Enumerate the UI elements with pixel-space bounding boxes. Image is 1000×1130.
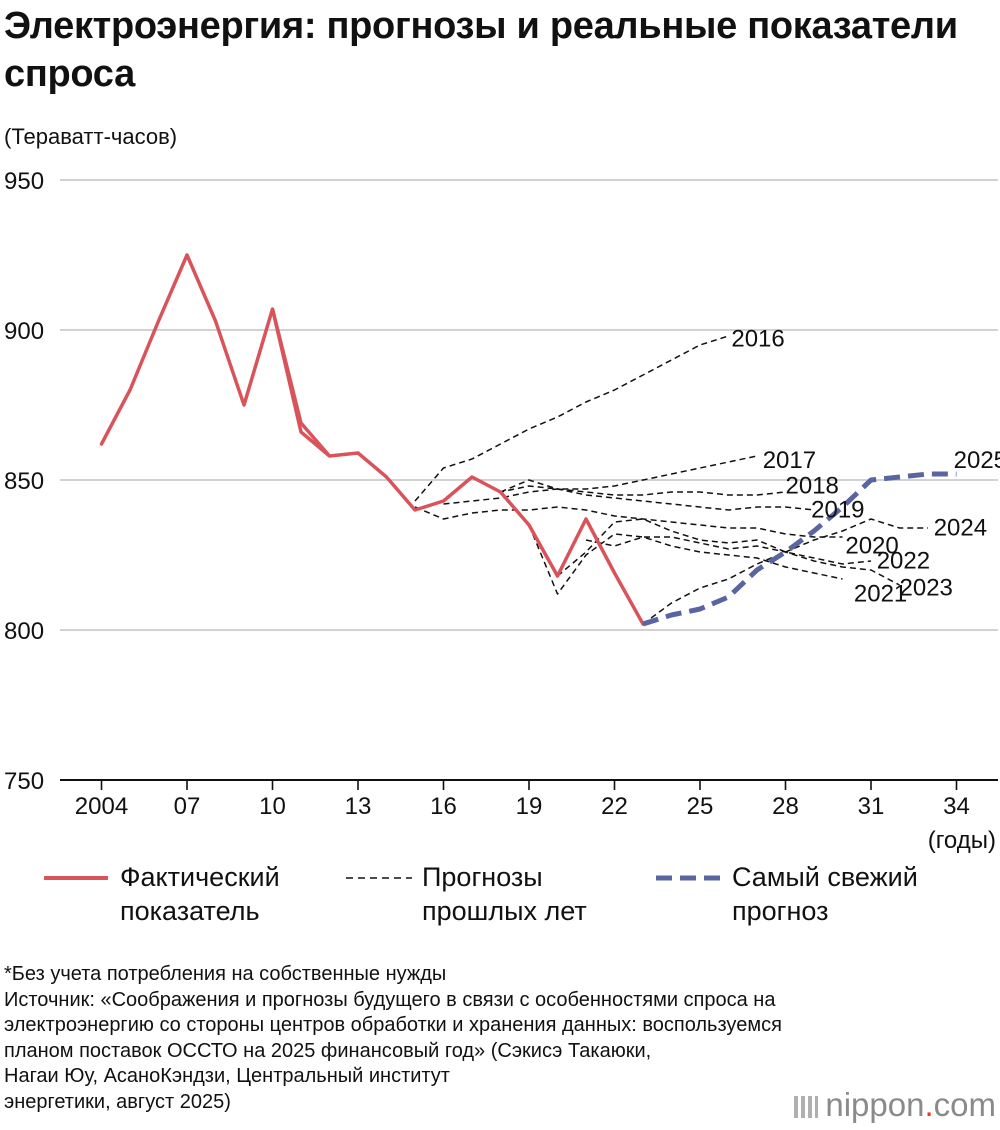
x-tick-label-22: 22 — [601, 793, 628, 820]
x-tick-label-34: 34 — [943, 793, 970, 820]
series-label-2021: 2021 — [854, 581, 907, 608]
latest-forecast-group — [642, 471, 957, 627]
legend-item-latest-forecast: Самый свежий прогноз — [656, 858, 956, 938]
logo-name: nippon — [825, 1086, 925, 1123]
x-tick-label-10: 10 — [259, 793, 286, 820]
legend-swatch-past-forecasts — [346, 877, 412, 879]
forecast-line-2022 — [557, 518, 872, 577]
legend-label-actual: Фактический показатель — [120, 862, 280, 926]
actual-line-group — [99, 253, 645, 626]
forecast-line-2021 — [528, 524, 843, 595]
x-tick-label-07: 07 — [174, 793, 201, 820]
y-tick-label-800: 800 — [4, 618, 44, 645]
forecast-line-2016 — [414, 335, 729, 502]
series-label-2022: 2022 — [877, 548, 930, 575]
latest-forecast-line-2025 — [642, 471, 957, 627]
series-label-2025: 2025 — [954, 447, 1000, 474]
x-tick-label-2004: 2004 — [75, 793, 128, 820]
series-label-2016: 2016 — [731, 326, 784, 353]
legend-item-past-forecasts: Прогнозы прошлых лет — [346, 858, 636, 938]
y-tick-label-900: 900 — [4, 318, 44, 345]
legend-label-past-forecasts: Прогнозы прошлых лет — [422, 862, 587, 926]
legend-label-latest-forecast: Самый свежий прогноз — [732, 862, 918, 926]
x-tick-label-16: 16 — [430, 793, 457, 820]
forecast-line-2017 — [443, 455, 758, 505]
series-label-2017: 2017 — [763, 447, 816, 474]
series-label-2020: 2020 — [845, 533, 898, 560]
x-tick-label-31: 31 — [858, 793, 885, 820]
legend-swatch-actual — [44, 876, 108, 880]
source-line-3: планом поставок ОССТО на 2025 финансовый… — [4, 1039, 652, 1062]
logo-dot: . — [924, 1086, 934, 1123]
forecast-line-2020 — [414, 506, 843, 538]
logo-suffix: com — [933, 1086, 996, 1123]
source-line-1: Источник: «Соображения и прогнозы будуще… — [4, 988, 776, 1011]
x-axis-title: (годы) — [928, 827, 996, 854]
series-label-2023: 2023 — [900, 575, 953, 602]
x-tick-label-28: 28 — [772, 793, 799, 820]
source-line-2: электроэнергию со стороны центров обрабо… — [4, 1014, 782, 1036]
x-tick-labels: 2004 07 10 13 16 19 22 25 28 31 34 (годы) — [75, 780, 996, 854]
y-axis-unit-label: (Тераватт-часов) — [4, 124, 178, 149]
legend-swatch-latest-forecast — [656, 875, 724, 881]
series-label-2018: 2018 — [786, 473, 839, 500]
series-label-2024: 2024 — [934, 515, 987, 542]
y-tick-label-750: 750 — [4, 768, 44, 795]
x-tick-label-19: 19 — [516, 793, 543, 820]
source-line-5: энергетики, август 2025) — [4, 1090, 231, 1113]
forecast-line-2018 — [471, 476, 786, 496]
forecast-line-2023 — [585, 536, 900, 586]
footnotes: *Без учета потребления на собственные ну… — [4, 962, 964, 1115]
legend-item-actual: Фактический показатель — [44, 858, 334, 938]
series-label-2019: 2019 — [811, 497, 864, 524]
forecast-line-2019 — [500, 479, 815, 511]
x-tick-label-25: 25 — [687, 793, 714, 820]
nippon-logo-icon — [794, 1096, 819, 1119]
y-tick-label-950: 950 — [4, 168, 44, 195]
actual-line — [99, 253, 645, 626]
x-tick-label-13: 13 — [345, 793, 372, 820]
nippon-logo: nippon.com — [793, 1086, 996, 1124]
footnote-exclusion: *Без учета потребления на собственные ну… — [4, 963, 447, 985]
past-forecast-lines — [414, 335, 928, 625]
line-chart: 950 900 850 800 750 2004 07 10 13 16 19 22 25 28 31 34… — [4, 168, 1000, 854]
y-tick-labels: 950 900 850 800 750 — [4, 168, 44, 795]
y-tick-label-850: 850 — [4, 468, 44, 495]
chart-title: Электроэнергия: прогнозы и реальные пока… — [4, 5, 958, 95]
forecast-line-2024 — [642, 518, 928, 625]
source-line-4: Нагаи Юу, АсаноКэндзи, Центральный инсти… — [4, 1065, 450, 1087]
